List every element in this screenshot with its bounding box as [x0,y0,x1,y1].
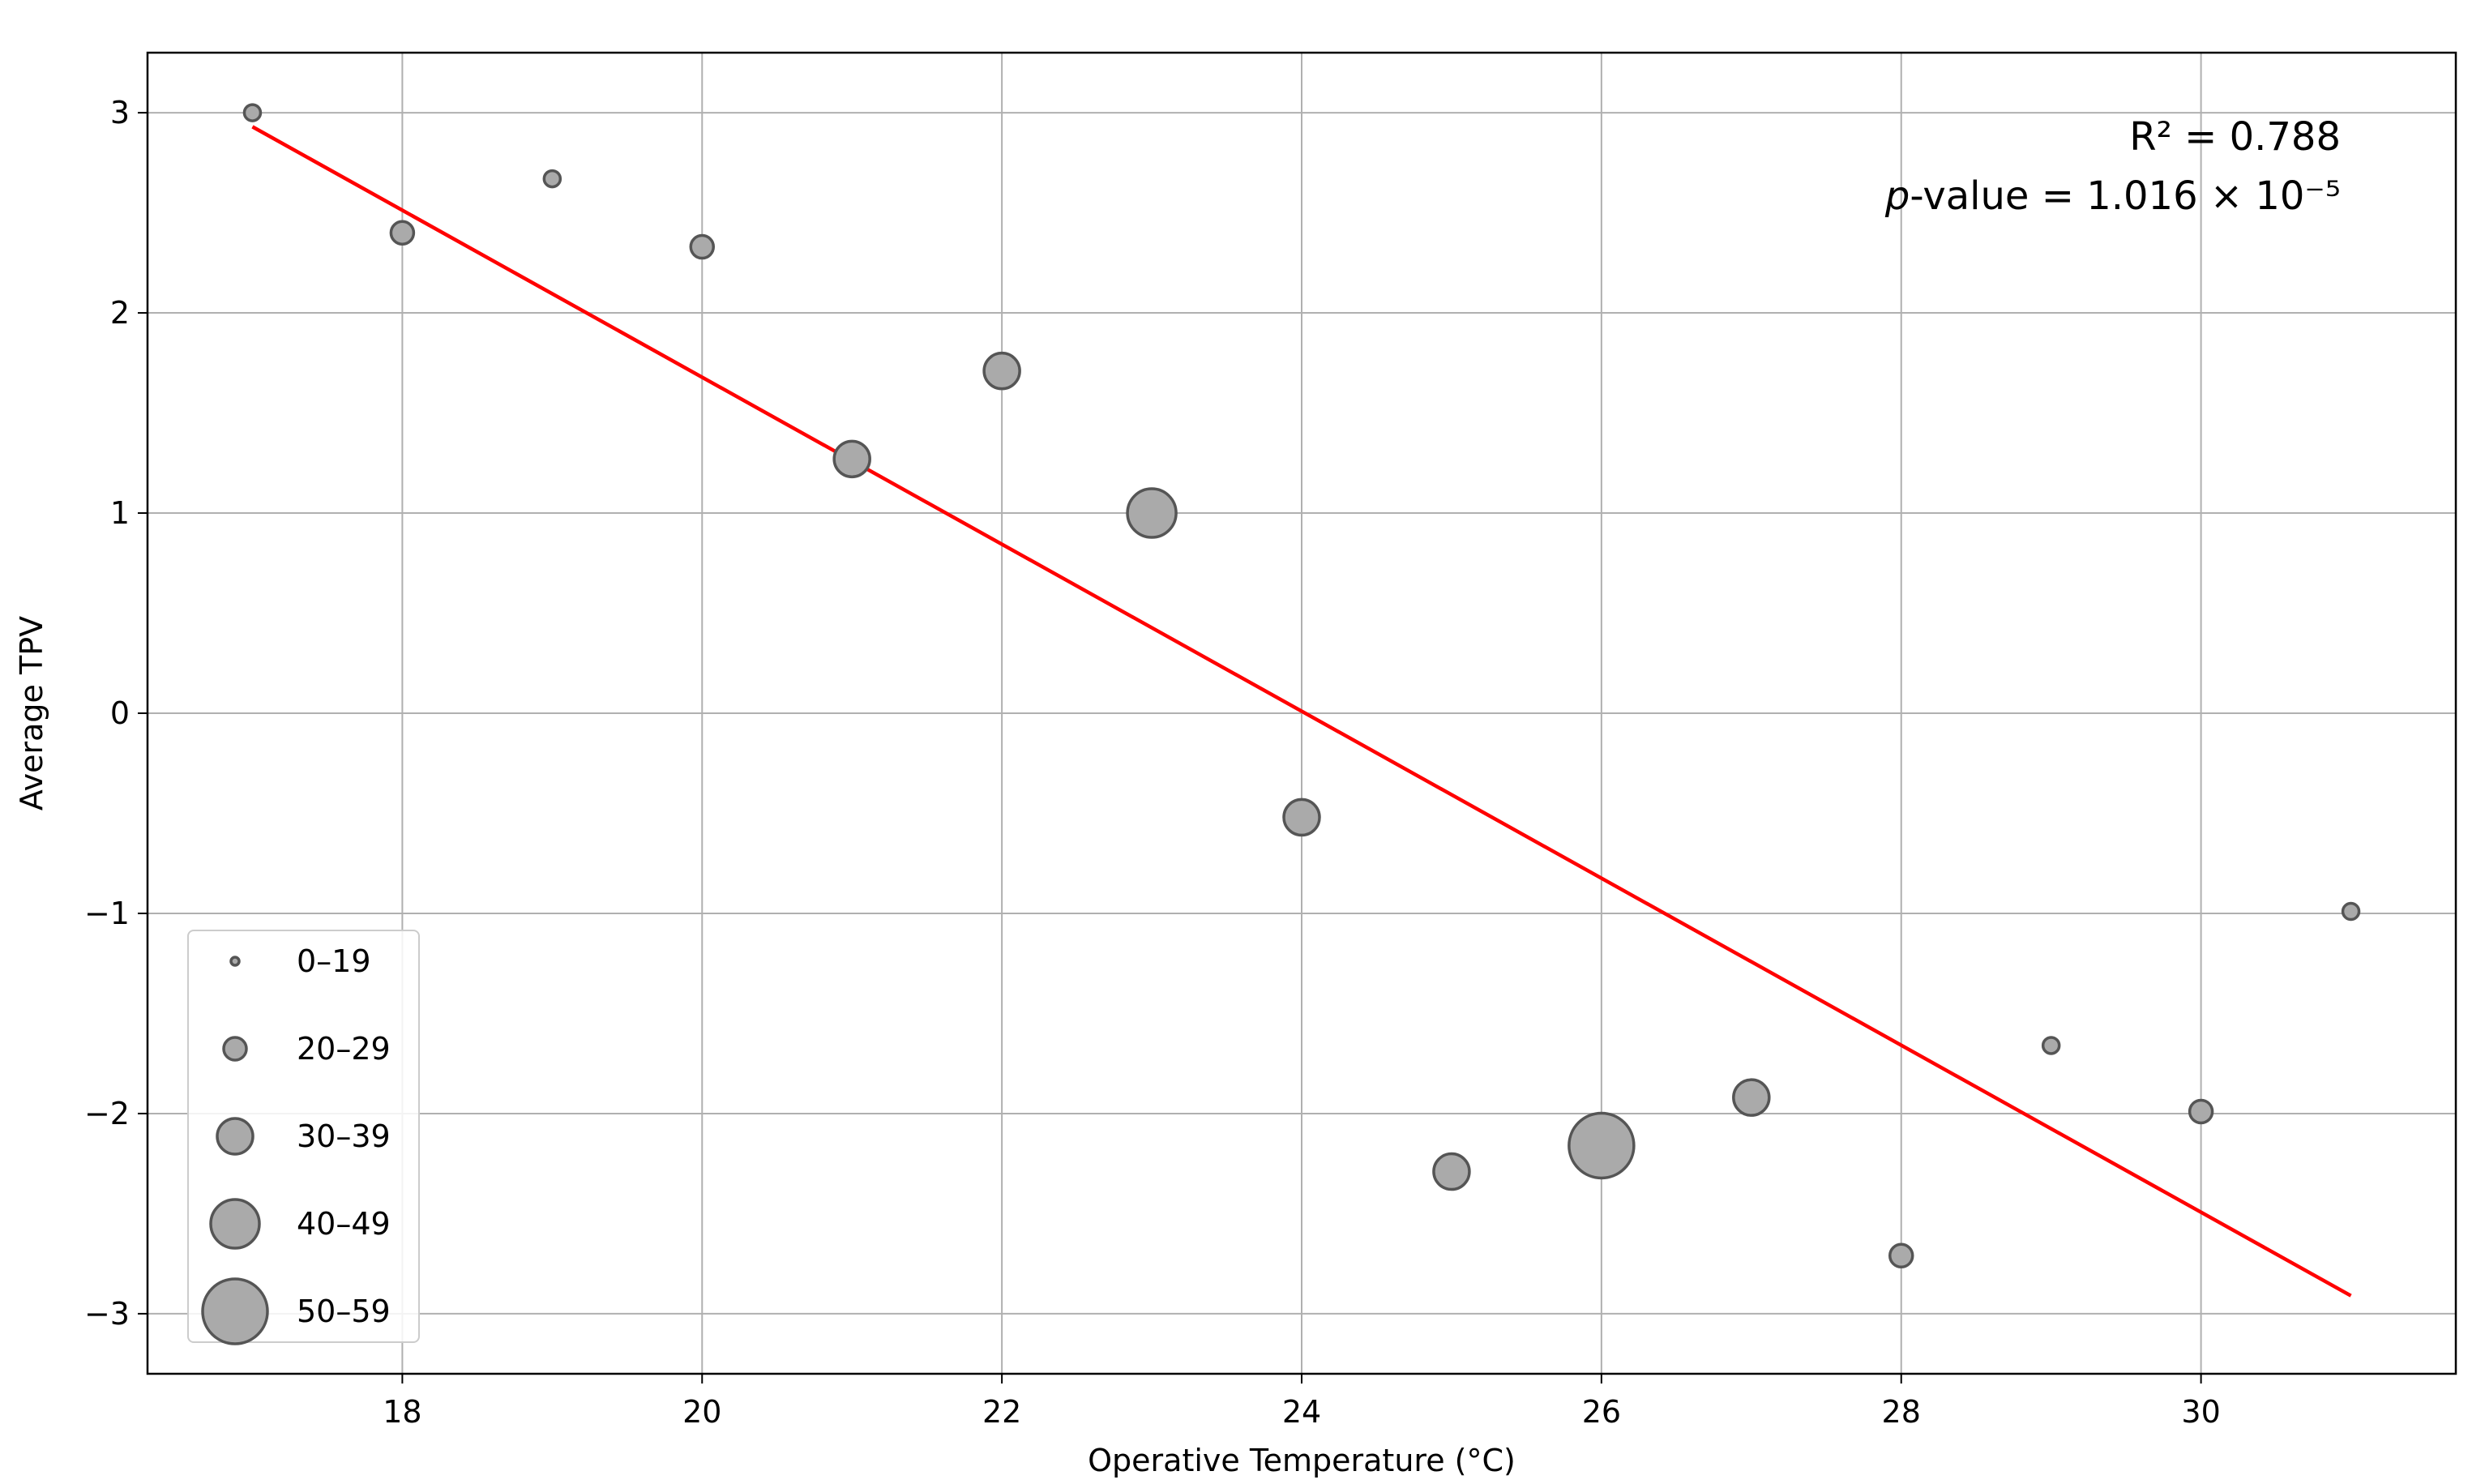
data-point [1888,1242,1914,1269]
legend: 0–19 20–29 30–39 40–49 50–59 [187,930,420,1345]
r-squared-annotation: R² = 0.788 [2129,114,2341,160]
legend-label: 50–59 [297,1294,391,1329]
data-point [1568,1111,1636,1180]
x-tick-label: 22 [982,1394,1021,1430]
y-tick-label: 0 [110,695,130,731]
x-axis-label: Operative Temperature (°C) [1088,1443,1516,1478]
legend-label: 20–29 [297,1031,391,1067]
legend-marker [209,1198,261,1250]
data-point [2188,1098,2214,1125]
x-tick-label: 28 [1882,1394,1921,1430]
data-point [832,439,871,479]
y-tick-label: 1 [110,495,130,531]
data-point [1732,1078,1771,1117]
legend-marker [201,1277,269,1345]
data-point [1282,798,1321,837]
data-point [242,103,263,122]
y-tick-label: −1 [84,896,130,931]
legend-marker [216,1117,254,1156]
data-point [542,169,562,189]
regression-line [251,125,2352,1298]
x-tick-label: 30 [2181,1394,2220,1430]
data-point [1126,487,1178,539]
x-tick-label: 24 [1282,1394,1321,1430]
p-value-text: -value = 1.016 × 10⁻⁵ [1910,173,2341,219]
data-point [2341,901,2361,922]
data-point [389,220,416,246]
x-tick-label: 26 [1582,1394,1621,1430]
grid-lines [148,53,2456,1374]
data-point [2041,1036,2061,1055]
data-points [242,103,2361,1269]
y-tick-label: 2 [110,295,130,331]
p-value-italic: p [1884,173,1910,219]
data-point [689,233,716,260]
x-tick-label: 18 [383,1394,421,1430]
p-value-annotation: p-value = 1.016 × 10⁻⁵ [1884,173,2341,219]
axis-ticks: 18 20 22 24 26 28 30 −3 −2 −1 0 1 2 3 [84,95,2221,1430]
y-tick-label: −2 [84,1096,130,1131]
y-axis-label: Average TPV [14,616,49,810]
x-tick-label: 20 [682,1394,721,1430]
y-tick-label: −3 [84,1296,130,1332]
plot-frame [146,51,2457,1375]
legend-label: 40–49 [297,1206,391,1242]
data-point [982,351,1021,391]
y-tick-label: 3 [110,95,130,130]
legend-label: 30–39 [297,1118,391,1154]
legend-label: 0–19 [297,943,371,979]
data-point [1432,1152,1471,1191]
legend-marker [229,956,241,967]
legend-marker [222,1036,248,1062]
